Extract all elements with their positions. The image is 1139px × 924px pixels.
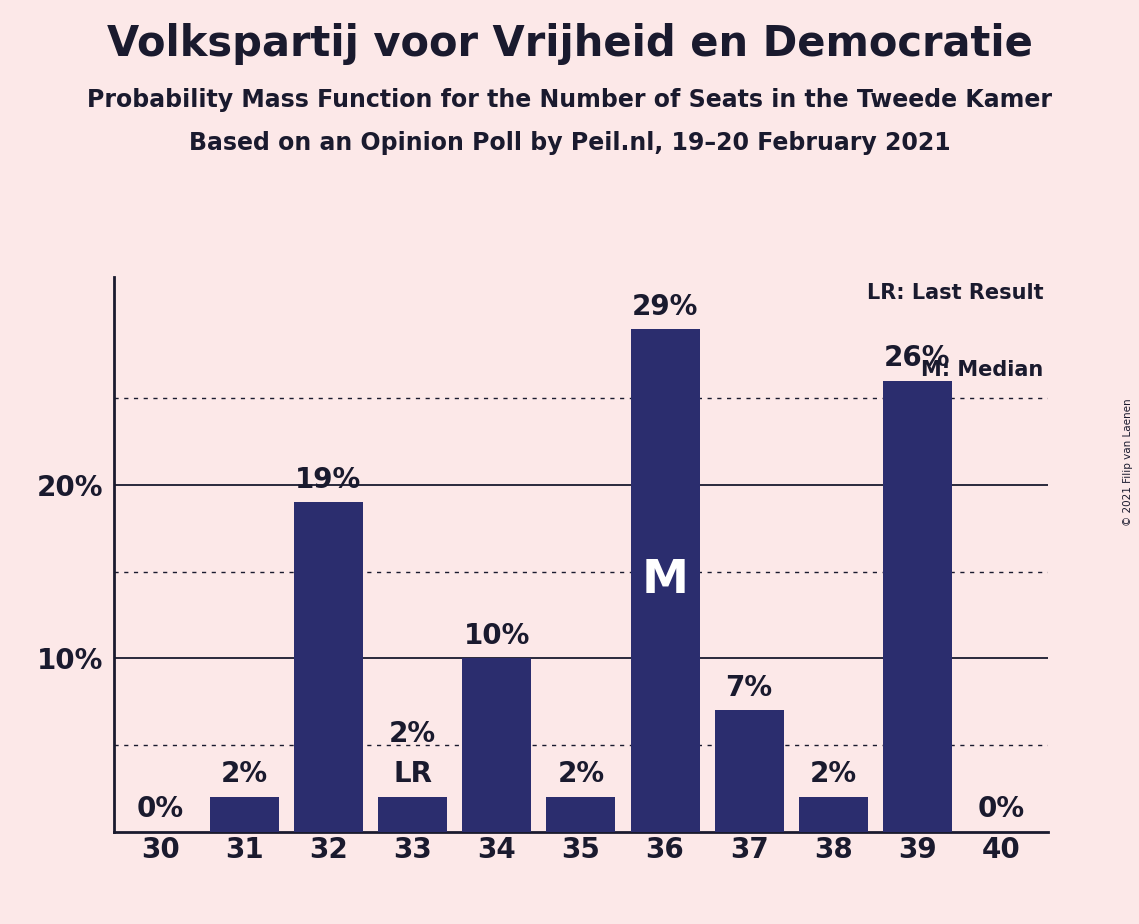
Text: 0%: 0%	[137, 795, 183, 823]
Text: 2%: 2%	[557, 760, 605, 788]
Text: 29%: 29%	[632, 293, 698, 321]
Text: Based on an Opinion Poll by Peil.nl, 19–20 February 2021: Based on an Opinion Poll by Peil.nl, 19–…	[189, 131, 950, 155]
Bar	[798, 796, 868, 832]
Text: 2%: 2%	[390, 721, 436, 748]
Text: © 2021 Filip van Laenen: © 2021 Filip van Laenen	[1123, 398, 1133, 526]
Text: 2%: 2%	[221, 760, 268, 788]
Text: 10%: 10%	[464, 622, 530, 650]
Text: Volkspartij voor Vrijheid en Democratie: Volkspartij voor Vrijheid en Democratie	[107, 23, 1032, 65]
Text: LR: Last Result: LR: Last Result	[867, 283, 1043, 303]
Bar	[378, 796, 448, 832]
Bar	[883, 381, 952, 832]
Text: 26%: 26%	[884, 345, 951, 372]
Bar	[462, 658, 531, 832]
Text: 0%: 0%	[978, 795, 1025, 823]
Bar	[210, 796, 279, 832]
Text: 19%: 19%	[295, 466, 361, 493]
Text: M: M	[641, 558, 689, 602]
Text: M: Median: M: Median	[921, 360, 1043, 381]
Text: 2%: 2%	[810, 760, 857, 788]
Text: 7%: 7%	[726, 674, 772, 701]
Bar	[294, 503, 363, 832]
Bar	[631, 329, 699, 832]
Text: Probability Mass Function for the Number of Seats in the Tweede Kamer: Probability Mass Function for the Number…	[87, 88, 1052, 112]
Bar	[714, 711, 784, 832]
Text: LR: LR	[393, 760, 432, 788]
Bar	[547, 796, 615, 832]
